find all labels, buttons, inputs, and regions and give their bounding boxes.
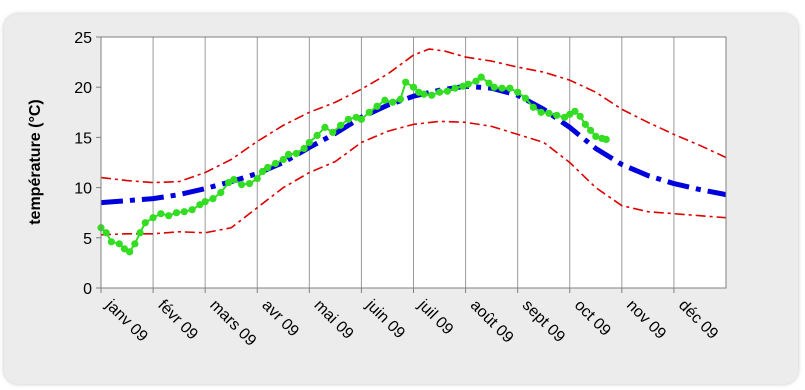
series-3-point-11 [165, 212, 173, 220]
series-3-point-13 [180, 208, 188, 216]
y-tick-label-10: 10 [74, 181, 92, 198]
series-2-line [100, 120, 727, 236]
series-3-point-23 [253, 174, 261, 183]
series-3-point-59 [506, 84, 514, 92]
series-3-point-74 [602, 135, 610, 144]
series-3-point-61 [521, 94, 530, 102]
series-3-point-25 [264, 163, 272, 172]
series-3-point-9 [149, 214, 157, 222]
x-tick-label-3: avr 09 [258, 297, 302, 341]
series-0-line [100, 83, 727, 206]
x-axis: janv 09 févr 09 mars 09 avr 09 mai 09 juin 09… [100, 288, 721, 350]
x-tick-label-2: mars 09 [206, 297, 259, 350]
series-3-point-35 [336, 121, 345, 129]
x-tick-label-10: nov 09 [623, 297, 669, 343]
series-3-point-57 [490, 83, 498, 91]
series-3-point-34 [329, 128, 337, 136]
series-3-point-71 [586, 126, 595, 134]
series-3-point-58 [498, 84, 506, 92]
x-tick-label-6: juil 09 [414, 296, 456, 338]
series-3-point-38 [357, 115, 366, 123]
series-3-point-24 [258, 167, 267, 176]
series-3-point-41 [381, 96, 389, 104]
series-3-point-4 [120, 245, 129, 253]
x-tick-label-8: sept 09 [519, 297, 568, 346]
series-3-point-60 [514, 88, 522, 96]
y-tick-label-0: 0 [83, 281, 92, 298]
series-layer [97, 48, 727, 256]
grid-lines [101, 37, 726, 288]
series-3-point-17 [209, 195, 217, 203]
y-tick-label-15: 15 [74, 130, 92, 147]
series-3-point-48 [428, 91, 436, 99]
series-3-point-69 [576, 112, 584, 120]
series-3-point-15 [196, 201, 204, 209]
series-3-point-10 [157, 210, 165, 218]
x-tick-label-1: févr 09 [154, 297, 201, 344]
x-tick-label-5: juin 09 [362, 296, 408, 342]
series-3-point-49 [435, 88, 444, 96]
series-3-point-53 [464, 80, 472, 88]
series-3-point-29 [292, 149, 300, 158]
series-3-point-6 [131, 240, 139, 248]
series-3-point-66 [560, 113, 569, 121]
series-3-point-72 [592, 132, 600, 140]
series-3-point-32 [313, 131, 321, 139]
series-3-point-68 [571, 107, 579, 115]
x-tick-label-0: janv 09 [101, 296, 150, 345]
series-3-point-22 [245, 179, 254, 188]
series-3-point-55 [477, 73, 485, 81]
series-3-point-44 [402, 78, 410, 86]
series-3-point-56 [485, 79, 493, 87]
series-3-point-40 [373, 102, 381, 110]
series-3-point-51 [451, 84, 459, 92]
y-tick-label-20: 20 [74, 80, 92, 97]
series-3-point-62 [529, 103, 537, 111]
series-3-point-28 [284, 150, 293, 159]
series-3-point-19 [225, 178, 233, 187]
series-3-point-39 [365, 108, 373, 116]
series-3-point-43 [396, 95, 405, 103]
x-tick-label-4: mai 09 [311, 297, 357, 343]
series-3-point-70 [581, 120, 589, 128]
series-3-point-18 [217, 189, 225, 197]
series-1-line [100, 48, 727, 184]
series-3-point-63 [537, 108, 545, 116]
series-3-point-36 [344, 115, 352, 123]
series-3-point-26 [271, 159, 280, 168]
y-axis-label: température (°C) [27, 99, 44, 225]
series-3-point-8 [141, 219, 149, 227]
y-tick-label-5: 5 [83, 231, 92, 248]
series-3-point-67 [566, 110, 574, 118]
series-3-point-50 [443, 87, 451, 95]
x-tick-label-9: oct 09 [571, 297, 614, 340]
series-3-point-20 [230, 175, 238, 184]
series-3-point-2 [107, 238, 116, 246]
series-3-point-31 [305, 138, 313, 147]
x-tick-label-7: août 09 [467, 297, 517, 347]
series-3-point-5 [126, 248, 134, 256]
series-3-point-64 [545, 109, 553, 117]
series-3-point-42 [389, 98, 397, 106]
series-3-point-21 [238, 180, 246, 189]
series-3-point-47 [420, 90, 428, 98]
series-3-point-3 [115, 240, 123, 248]
series-3-point-45 [409, 83, 418, 91]
series-3-point-1 [102, 229, 110, 237]
y-axis: 0 5 10 15 20 25 [74, 30, 101, 298]
series-3-point-30 [300, 144, 308, 153]
series-3-point-16 [201, 198, 209, 206]
series-3-point-54 [472, 77, 480, 85]
series-3-point-65 [553, 111, 561, 119]
series-3-point-12 [172, 209, 181, 217]
series-3-point-14 [188, 206, 196, 214]
y-tick-label-25: 25 [74, 30, 92, 47]
series-3-point-7 [136, 229, 144, 237]
series-3-point-27 [279, 155, 287, 164]
x-tick-label-11: déc 09 [675, 297, 721, 343]
series-3-point-33 [321, 123, 329, 131]
